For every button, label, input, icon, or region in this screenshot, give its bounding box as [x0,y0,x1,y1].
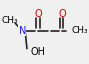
Text: CH₃: CH₃ [2,16,19,25]
Text: CH₃: CH₃ [71,26,88,35]
Text: OH: OH [30,47,45,57]
Text: O: O [58,9,66,19]
Text: N: N [19,26,26,36]
Text: O: O [34,9,42,19]
